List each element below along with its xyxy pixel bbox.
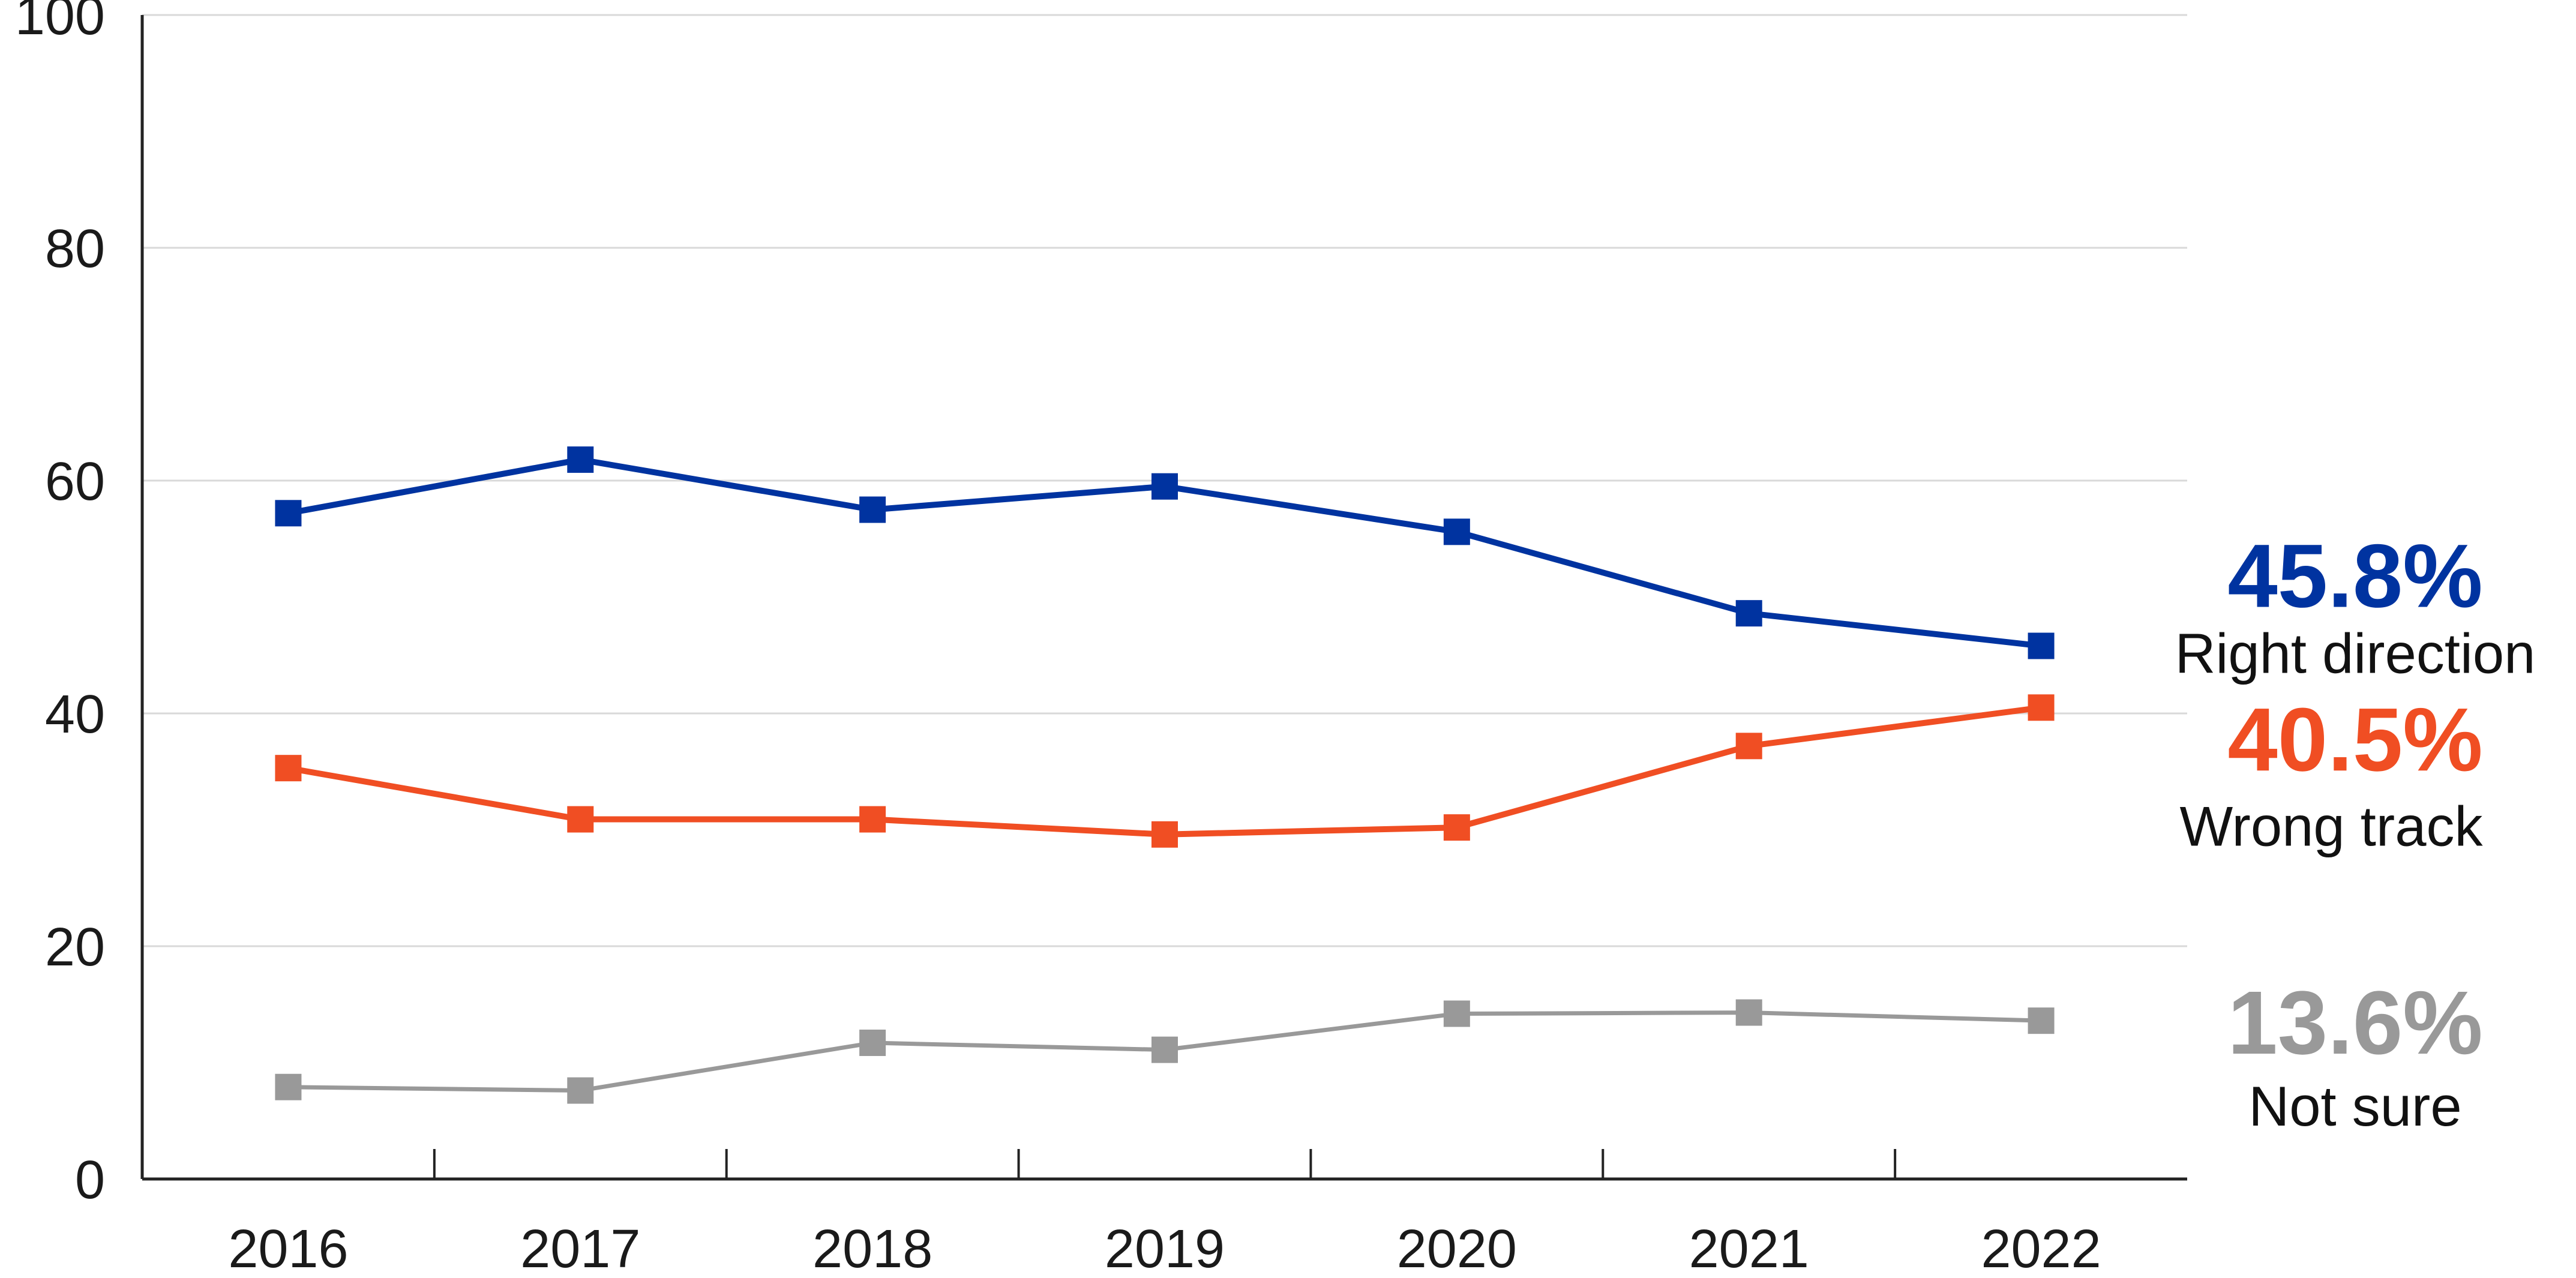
series-name-label: Right direction: [2175, 622, 2536, 685]
data-point: [859, 1030, 886, 1057]
x-tick-label: 2018: [812, 1219, 932, 1278]
end-value-label: 40.5%: [2227, 689, 2482, 790]
data-point: [567, 446, 594, 473]
data-point: [859, 806, 886, 833]
data-point: [1735, 600, 1762, 627]
series-name-label: Wrong track: [2180, 794, 2484, 857]
data-point: [1151, 473, 1178, 500]
data-point: [859, 496, 886, 523]
series-line: [287, 704, 2042, 838]
data-point: [1443, 814, 1470, 841]
data-point: [275, 500, 302, 527]
data-point: [2028, 1007, 2055, 1034]
data-point: [1151, 1036, 1178, 1063]
x-tick-label: 2019: [1105, 1219, 1225, 1278]
data-point: [1735, 733, 1762, 760]
y-tick-label: 40: [45, 685, 105, 745]
x-tick-label: 2016: [228, 1219, 348, 1278]
data-point: [1151, 821, 1178, 848]
x-tick-labels: 2016 2017 2018 2019 2020 2021 2022: [228, 1219, 2101, 1278]
y-tick-label: 20: [45, 917, 105, 977]
data-point: [1735, 999, 1762, 1026]
y-tick-label: 80: [45, 219, 105, 279]
data-point: [2028, 694, 2055, 721]
data-point: [2028, 632, 2055, 659]
series-not-sure: [275, 999, 2055, 1104]
data-point: [1443, 1000, 1470, 1027]
data-point: [275, 1073, 302, 1100]
data-point: [567, 1077, 594, 1104]
y-tick-labels: 0 20 40 60 80 100: [15, 0, 105, 1210]
x-tick-label: 2017: [520, 1219, 640, 1278]
series-name-label: Not sure: [2248, 1075, 2461, 1138]
x-tick-label: 2020: [1397, 1219, 1517, 1278]
series-right-direction: [275, 446, 2055, 659]
data-point: [1443, 518, 1470, 545]
x-tick-label: 2021: [1689, 1219, 1809, 1278]
axes: [140, 15, 2187, 1181]
data-point: [567, 806, 594, 833]
y-tick-label: 0: [75, 1150, 105, 1210]
end-value-label: 45.8%: [2227, 525, 2482, 626]
series-layer: [275, 446, 2055, 1104]
end-value-label: 13.6%: [2227, 972, 2482, 1073]
x-tick-label: 2022: [1981, 1219, 2101, 1278]
data-point: [275, 755, 302, 782]
y-tick-label: 60: [45, 452, 105, 512]
series-wrong-track: [275, 694, 2055, 848]
y-tick-label: 100: [15, 0, 105, 46]
